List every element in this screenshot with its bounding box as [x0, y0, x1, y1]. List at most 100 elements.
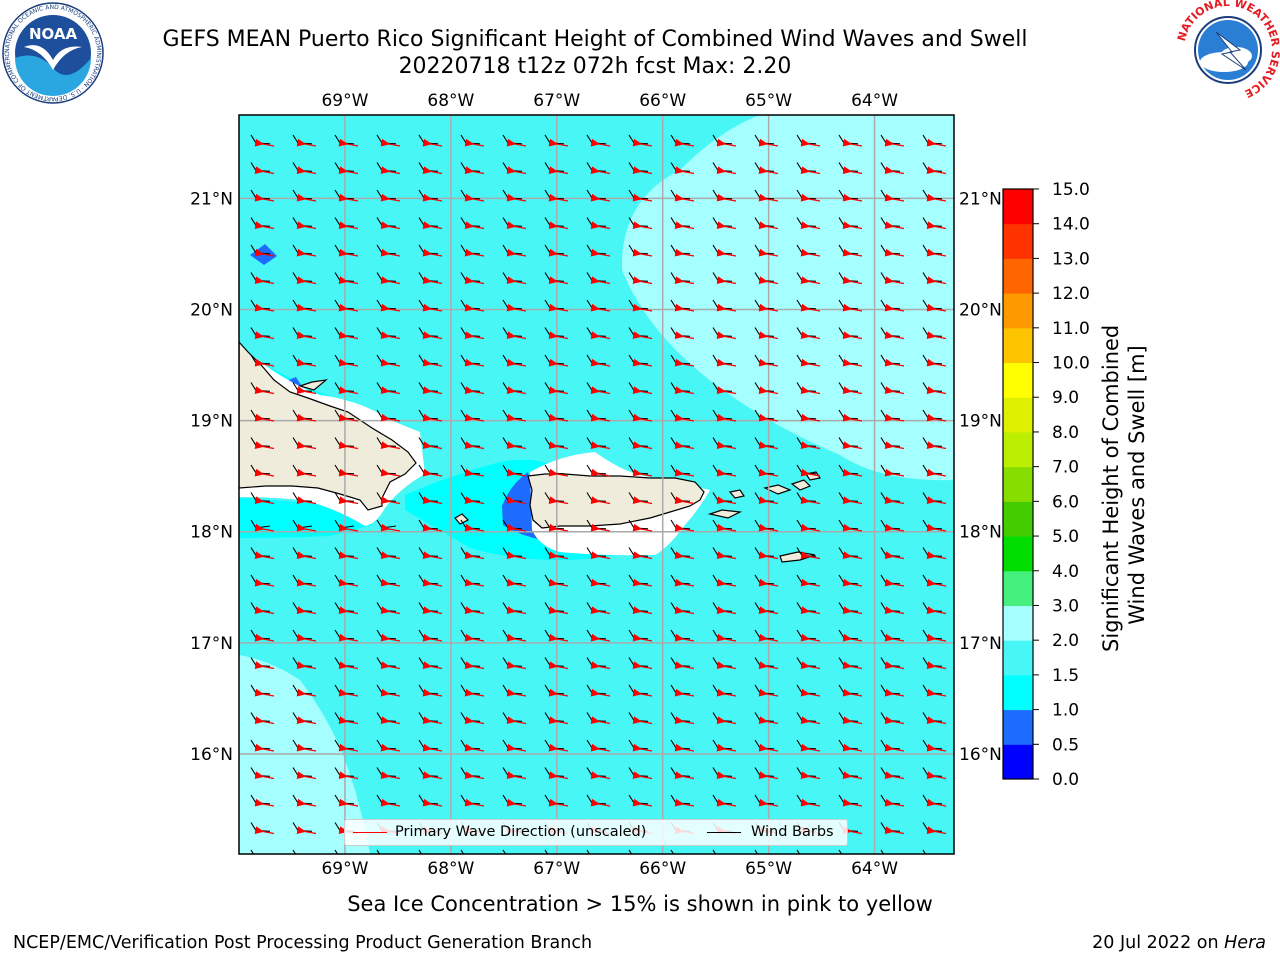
vector-cell — [922, 299, 947, 312]
wave-direction-arrow — [548, 716, 569, 725]
colorbar-tick-label: 1.0 — [1052, 701, 1079, 721]
vector-cell — [334, 629, 359, 642]
lat-label-right: 20°N — [959, 300, 1002, 320]
vector-cell — [586, 327, 611, 340]
wave-direction-arrow — [800, 221, 821, 230]
wave-direction-arrow — [926, 413, 947, 422]
vector-cell — [418, 849, 433, 854]
vector-cell — [880, 574, 905, 587]
vector-cell — [376, 134, 401, 147]
wave-direction-arrow — [464, 248, 485, 257]
vector-cell — [376, 437, 401, 450]
vector-cell — [334, 189, 359, 202]
vector-cell — [292, 684, 317, 697]
vector-cell — [292, 739, 317, 752]
vector-cell — [754, 657, 779, 670]
vector-cell — [376, 299, 401, 312]
vector-cell — [292, 629, 317, 642]
vector-cell — [418, 602, 443, 615]
vector-cell — [334, 217, 359, 230]
vector-cell — [460, 849, 475, 854]
vector-cell — [712, 189, 737, 202]
wave-direction-arrow — [422, 248, 443, 257]
vector-cell — [502, 684, 527, 697]
colorbar-frame — [1002, 188, 1034, 780]
wind-barb-shaft — [592, 858, 606, 859]
wind-barb-flag — [586, 849, 591, 854]
vector-cell — [880, 464, 905, 477]
colorbar-segment — [1003, 327, 1033, 364]
vector-cell — [712, 684, 737, 697]
vector-cell — [796, 519, 821, 532]
vector-cell — [586, 684, 611, 697]
wave-direction-arrow — [296, 578, 317, 587]
vector-cell — [670, 712, 695, 725]
vector-cell — [712, 409, 737, 422]
vector-cell — [838, 327, 863, 340]
wind-barb-flag — [838, 849, 843, 854]
vector-cell — [586, 767, 611, 780]
vector-cell — [712, 602, 737, 615]
colorbar-tick-label: 13.0 — [1052, 249, 1090, 269]
vector-cell — [838, 409, 863, 422]
vector-cell — [838, 437, 863, 450]
hispaniola-land — [239, 341, 417, 511]
wave-direction-arrow — [800, 166, 821, 175]
wave-direction-arrow — [716, 551, 737, 560]
vector-cell — [250, 574, 275, 587]
vector-cell — [250, 822, 275, 835]
wave-direction-arrow — [716, 798, 737, 807]
wave-direction-arrow — [842, 496, 863, 505]
vector-cell — [418, 574, 443, 587]
vector-cell — [334, 684, 359, 697]
vector-cell — [460, 354, 485, 367]
wave-direction-arrow — [926, 633, 947, 642]
wave-direction-arrow — [254, 551, 275, 560]
wave-direction-arrow — [674, 468, 695, 477]
vector-cell — [754, 134, 779, 147]
wave-direction-arrow — [380, 193, 401, 202]
vector-cell — [418, 409, 443, 422]
wave-direction-arrow — [380, 221, 401, 230]
vector-cell — [334, 712, 359, 725]
vector-cell — [754, 272, 779, 285]
vector-cell — [796, 272, 821, 285]
wind-barb-flag — [502, 849, 507, 854]
wave-direction-arrow — [464, 661, 485, 670]
wind-barbs-swatch — [707, 832, 741, 833]
wave-direction-arrow — [758, 386, 779, 395]
wave-direction-arrow — [842, 606, 863, 615]
wave-direction-arrow — [506, 523, 527, 532]
wave-direction-arrow — [800, 468, 821, 477]
vector-cell — [334, 519, 359, 532]
wind-barb-flag — [628, 849, 633, 854]
wave-direction-arrow — [338, 303, 359, 312]
wave-direction-arrow — [632, 578, 653, 587]
wave-direction-arrow — [338, 771, 359, 780]
vector-cell — [460, 629, 485, 642]
colorbar-segment — [1003, 223, 1033, 259]
vector-cell — [460, 134, 485, 147]
vector-cell — [544, 712, 569, 725]
wave-direction-arrow — [548, 468, 569, 477]
wave-direction-arrow — [464, 743, 485, 752]
wave-direction-arrow — [506, 606, 527, 615]
vector-cell — [670, 134, 695, 147]
vector-cell — [376, 629, 401, 642]
vector-cell — [796, 244, 821, 257]
wave-direction-arrow — [464, 221, 485, 230]
wave-direction-arrow — [632, 441, 653, 450]
wave-direction-arrow — [296, 386, 317, 395]
wave-direction-arrow — [926, 771, 947, 780]
wave-direction-arrow — [254, 688, 275, 697]
colorbar-tick-label: 7.0 — [1052, 458, 1079, 478]
vector-cell — [376, 547, 401, 560]
vector-cell — [670, 574, 695, 587]
wave-direction-arrow — [674, 221, 695, 230]
wave-direction-arrow — [296, 798, 317, 807]
wave-direction-arrow — [464, 413, 485, 422]
wave-direction-arrow — [422, 276, 443, 285]
vector-cell — [796, 189, 821, 202]
vector-cell — [418, 437, 443, 450]
vector-cell — [250, 354, 275, 367]
